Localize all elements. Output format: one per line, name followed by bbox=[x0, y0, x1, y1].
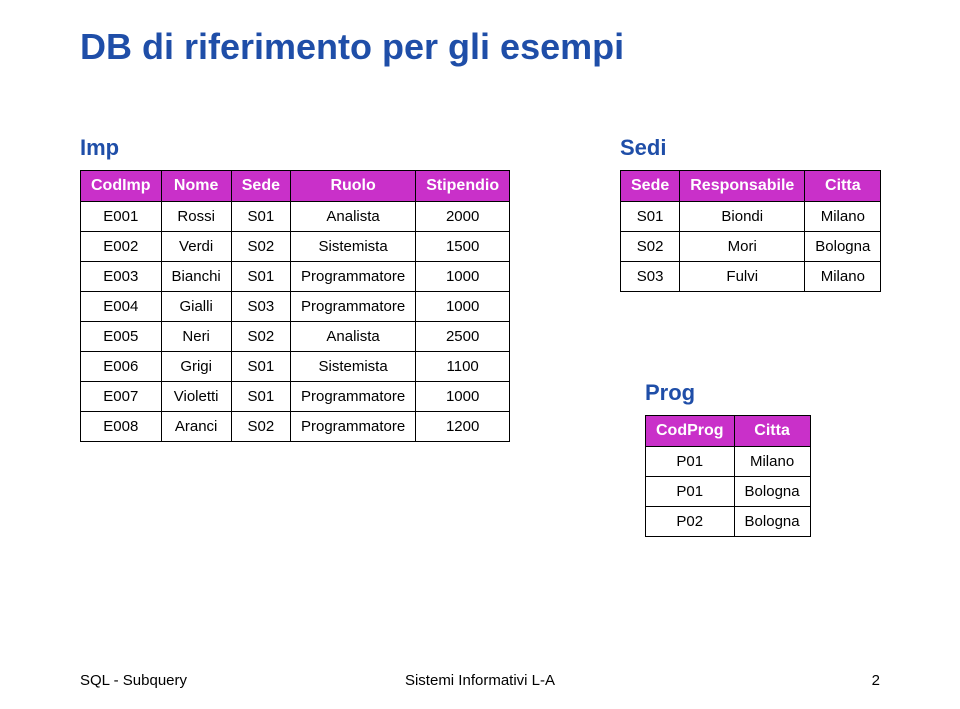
cell: S01 bbox=[231, 382, 290, 412]
cell: 1000 bbox=[416, 292, 510, 322]
table-row: E003 Bianchi S01 Programmatore 1000 bbox=[81, 262, 510, 292]
cell: Rossi bbox=[161, 202, 231, 232]
cell: S01 bbox=[231, 202, 290, 232]
table-row: P02 Bologna bbox=[646, 507, 811, 537]
prog-col-0: CodProg bbox=[646, 416, 735, 447]
table-row: E007 Violetti S01 Programmatore 1000 bbox=[81, 382, 510, 412]
cell: S01 bbox=[621, 202, 680, 232]
footer-right: 2 bbox=[872, 672, 880, 689]
cell: S02 bbox=[231, 322, 290, 352]
cell: Sistemista bbox=[291, 232, 416, 262]
cell: Bianchi bbox=[161, 262, 231, 292]
table-row: S02 Mori Bologna bbox=[621, 232, 881, 262]
imp-col-4: Stipendio bbox=[416, 171, 510, 202]
cell: E003 bbox=[81, 262, 162, 292]
table-row: E008 Aranci S02 Programmatore 1200 bbox=[81, 412, 510, 442]
cell: 2000 bbox=[416, 202, 510, 232]
table-row: S03 Fulvi Milano bbox=[621, 262, 881, 292]
prog-col-1: Citta bbox=[734, 416, 810, 447]
cell: P02 bbox=[646, 507, 735, 537]
cell: E006 bbox=[81, 352, 162, 382]
cell: 1200 bbox=[416, 412, 510, 442]
cell: S02 bbox=[231, 232, 290, 262]
cell: S03 bbox=[231, 292, 290, 322]
cell: Gialli bbox=[161, 292, 231, 322]
cell: Biondi bbox=[680, 202, 805, 232]
sedi-label: Sedi bbox=[620, 135, 666, 161]
cell: 2500 bbox=[416, 322, 510, 352]
table-row: E006 Grigi S01 Sistemista 1100 bbox=[81, 352, 510, 382]
prog-table: CodProg Citta P01 Milano P01 Bologna P02… bbox=[645, 415, 811, 537]
cell: 1000 bbox=[416, 262, 510, 292]
imp-col-3: Ruolo bbox=[291, 171, 416, 202]
cell: Neri bbox=[161, 322, 231, 352]
cell: Milano bbox=[734, 447, 810, 477]
cell: Bologna bbox=[734, 477, 810, 507]
cell: P01 bbox=[646, 477, 735, 507]
cell: Sistemista bbox=[291, 352, 416, 382]
table-row: E001 Rossi S01 Analista 2000 bbox=[81, 202, 510, 232]
footer-center: Sistemi Informativi L-A bbox=[0, 672, 960, 689]
table-row: E002 Verdi S02 Sistemista 1500 bbox=[81, 232, 510, 262]
cell: S01 bbox=[231, 352, 290, 382]
cell: S02 bbox=[621, 232, 680, 262]
cell: 1100 bbox=[416, 352, 510, 382]
table-row: P01 Milano bbox=[646, 447, 811, 477]
cell: E002 bbox=[81, 232, 162, 262]
cell: Analista bbox=[291, 322, 416, 352]
cell: Bologna bbox=[734, 507, 810, 537]
sedi-table: Sede Responsabile Citta S01 Biondi Milan… bbox=[620, 170, 881, 292]
cell: Mori bbox=[680, 232, 805, 262]
sedi-col-1: Responsabile bbox=[680, 171, 805, 202]
cell: Programmatore bbox=[291, 262, 416, 292]
cell: Programmatore bbox=[291, 292, 416, 322]
cell: Aranci bbox=[161, 412, 231, 442]
table-row: P01 Bologna bbox=[646, 477, 811, 507]
imp-col-0: CodImp bbox=[81, 171, 162, 202]
cell: S01 bbox=[231, 262, 290, 292]
cell: E008 bbox=[81, 412, 162, 442]
table-row: E005 Neri S02 Analista 2500 bbox=[81, 322, 510, 352]
cell: Milano bbox=[805, 262, 881, 292]
cell: Verdi bbox=[161, 232, 231, 262]
imp-col-1: Nome bbox=[161, 171, 231, 202]
table-row: S01 Biondi Milano bbox=[621, 202, 881, 232]
cell: P01 bbox=[646, 447, 735, 477]
page-title: DB di riferimento per gli esempi bbox=[80, 26, 624, 68]
cell: Programmatore bbox=[291, 412, 416, 442]
slide: DB di riferimento per gli esempi Imp Cod… bbox=[0, 0, 960, 709]
cell: 1000 bbox=[416, 382, 510, 412]
cell: S02 bbox=[231, 412, 290, 442]
cell: 1500 bbox=[416, 232, 510, 262]
cell: Milano bbox=[805, 202, 881, 232]
imp-label: Imp bbox=[80, 135, 119, 161]
sedi-col-2: Citta bbox=[805, 171, 881, 202]
cell: E007 bbox=[81, 382, 162, 412]
cell: E004 bbox=[81, 292, 162, 322]
sedi-col-0: Sede bbox=[621, 171, 680, 202]
table-row: E004 Gialli S03 Programmatore 1000 bbox=[81, 292, 510, 322]
cell: Analista bbox=[291, 202, 416, 232]
cell: Fulvi bbox=[680, 262, 805, 292]
imp-col-2: Sede bbox=[231, 171, 290, 202]
imp-table: CodImp Nome Sede Ruolo Stipendio E001 Ro… bbox=[80, 170, 510, 442]
cell: Violetti bbox=[161, 382, 231, 412]
cell: Bologna bbox=[805, 232, 881, 262]
cell: E005 bbox=[81, 322, 162, 352]
cell: Grigi bbox=[161, 352, 231, 382]
cell: S03 bbox=[621, 262, 680, 292]
cell: Programmatore bbox=[291, 382, 416, 412]
cell: E001 bbox=[81, 202, 162, 232]
prog-label: Prog bbox=[645, 380, 695, 406]
